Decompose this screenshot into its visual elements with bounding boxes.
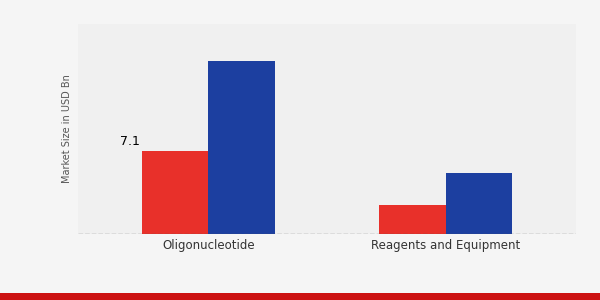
Legend: 2022, 2030: 2022, 2030 (254, 299, 400, 300)
Text: 7.1: 7.1 (120, 135, 140, 148)
Bar (379, 205, 446, 234)
Bar (446, 173, 512, 234)
Y-axis label: Market Size in USD Bn: Market Size in USD Bn (62, 75, 73, 183)
Bar (142, 151, 208, 234)
Bar (208, 61, 275, 234)
